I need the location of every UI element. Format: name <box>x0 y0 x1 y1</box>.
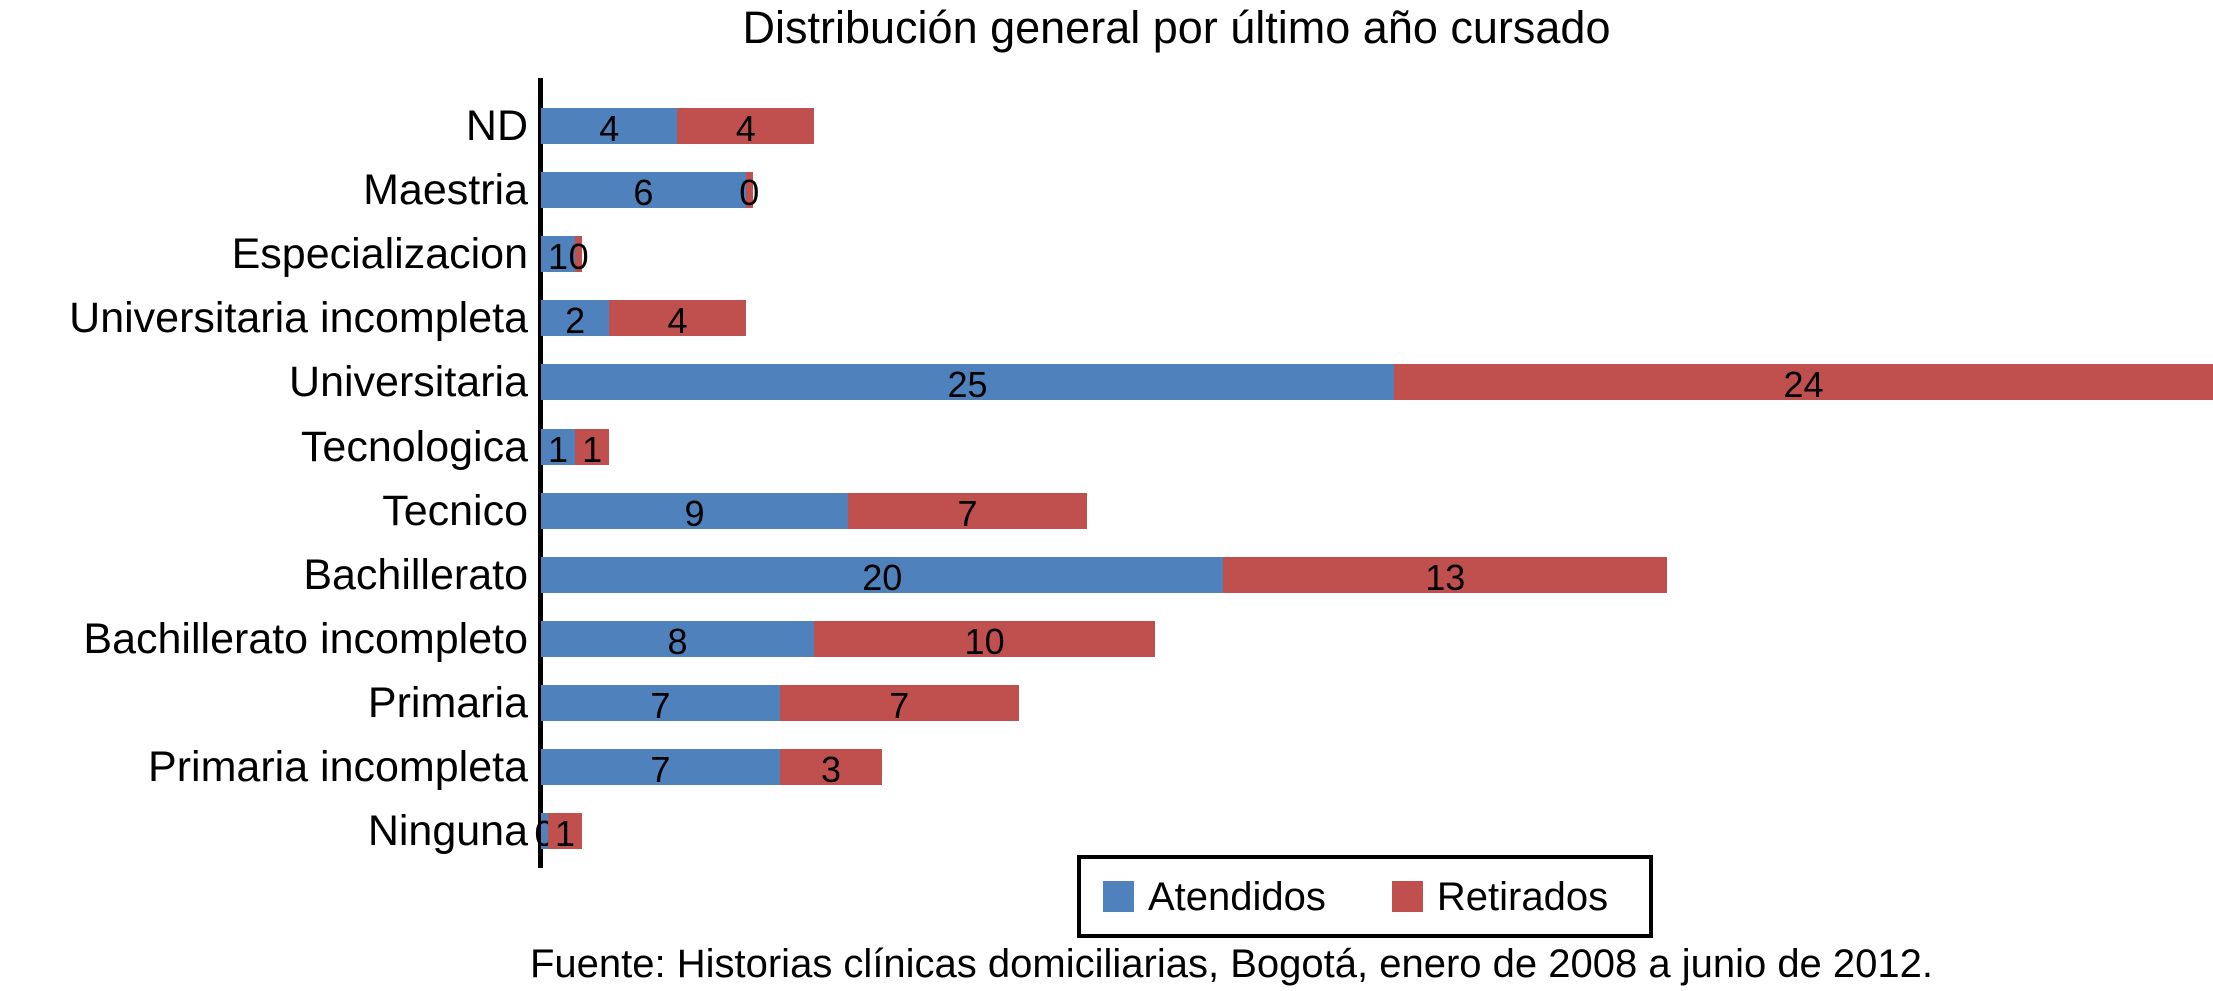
bar-segment-atendidos: 1 <box>541 428 576 470</box>
category-label: Maestria <box>363 166 528 215</box>
value-label: 6 <box>633 172 654 214</box>
category-label: Tecnico <box>382 486 528 535</box>
value-label: 7 <box>650 684 671 726</box>
bar-segment-atendidos: 0 <box>534 813 555 852</box>
value-label: 10 <box>964 620 1005 662</box>
bar-segment-atendidos: 25 <box>541 364 1395 406</box>
category-label: Universitaria <box>289 358 528 407</box>
bar-segment-atendidos: 7 <box>541 684 780 726</box>
bar-segment-atendidos: 8 <box>541 620 814 662</box>
value-label: 4 <box>667 300 688 342</box>
bar-segment-retirados: 1 <box>575 428 610 470</box>
category-label: Primaria incompleta <box>148 743 528 791</box>
chart-title: Distribución general por último año curs… <box>742 2 1611 53</box>
bar-segment-retirados: 0 <box>739 172 759 211</box>
category-label: Especializacion <box>231 230 528 279</box>
category-label: Tecnologica <box>300 422 528 471</box>
value-label: 1 <box>582 428 603 470</box>
bar-segment-retirados: 24 <box>1394 364 2213 406</box>
value-label: 2 <box>565 300 586 342</box>
bar-segment-retirados: 7 <box>779 684 1019 726</box>
bar-segment-atendidos: 6 <box>541 172 746 214</box>
category-axis-line <box>538 78 543 868</box>
value-label: 7 <box>957 492 978 534</box>
value-label: 8 <box>667 620 688 662</box>
legend-swatch-atendidos-icon <box>1103 881 1134 912</box>
bar-segment-retirados: 0 <box>569 236 589 275</box>
bar-segment-retirados: 7 <box>848 492 1087 534</box>
legend-swatch-retirados-icon <box>1391 881 1423 912</box>
bar-segment-retirados: 13 <box>1223 556 1668 598</box>
bar-segment-retirados: 4 <box>677 108 814 149</box>
value-label: 25 <box>947 364 988 406</box>
bar-segment-retirados: 10 <box>813 620 1156 662</box>
legend-item-retirados: Retirados <box>1391 874 1609 919</box>
value-label: 1 <box>548 236 569 278</box>
category-label: Bachillerato incompleto <box>83 614 528 663</box>
category-label: Universitaria incompleta <box>69 294 528 343</box>
value-label: 1 <box>555 813 576 855</box>
value-label: 0 <box>568 236 589 278</box>
value-label: 1 <box>548 428 569 470</box>
category-label: ND <box>465 102 528 150</box>
value-label: 4 <box>735 108 756 149</box>
category-label: Bachillerato <box>303 550 528 599</box>
bar-segment-atendidos: 7 <box>541 749 780 790</box>
plot-area: ND 4 4 Maestria 6 0 Especializacion 1 0 Universit… <box>0 78 2213 868</box>
value-label: 9 <box>684 492 705 534</box>
bar-segment-atendidos: 4 <box>541 108 678 149</box>
legend-label-retirados: Retirados <box>1436 874 1609 919</box>
bar-segment-retirados: 1 <box>548 813 583 855</box>
legend-box: Atendidos Retirados <box>1077 855 1653 938</box>
value-label: 7 <box>889 684 910 726</box>
bar-segment-atendidos: 2 <box>541 300 610 342</box>
value-label: 3 <box>821 749 842 790</box>
value-label: 4 <box>599 108 620 149</box>
category-label: Ninguna <box>367 807 528 856</box>
value-label: 20 <box>862 556 903 598</box>
bar-segment-retirados: 3 <box>779 749 883 790</box>
category-label: Primaria <box>367 678 528 727</box>
bar-segment-retirados: 4 <box>609 300 746 342</box>
value-label: 7 <box>650 749 671 790</box>
value-label: 24 <box>1783 364 1824 406</box>
bar-segment-atendidos: 20 <box>541 556 1224 598</box>
value-label: 0 <box>739 172 760 214</box>
source-note: Fuente: Historias clínicas domiciliarias… <box>529 942 1934 986</box>
legend-item-atendidos: Atendidos <box>1103 876 1326 918</box>
bar-segment-atendidos: 9 <box>541 492 849 534</box>
value-label: 13 <box>1425 556 1466 598</box>
legend-label-atendidos: Atendidos <box>1148 874 1326 919</box>
bar-segment-atendidos: 1 <box>541 236 576 278</box>
